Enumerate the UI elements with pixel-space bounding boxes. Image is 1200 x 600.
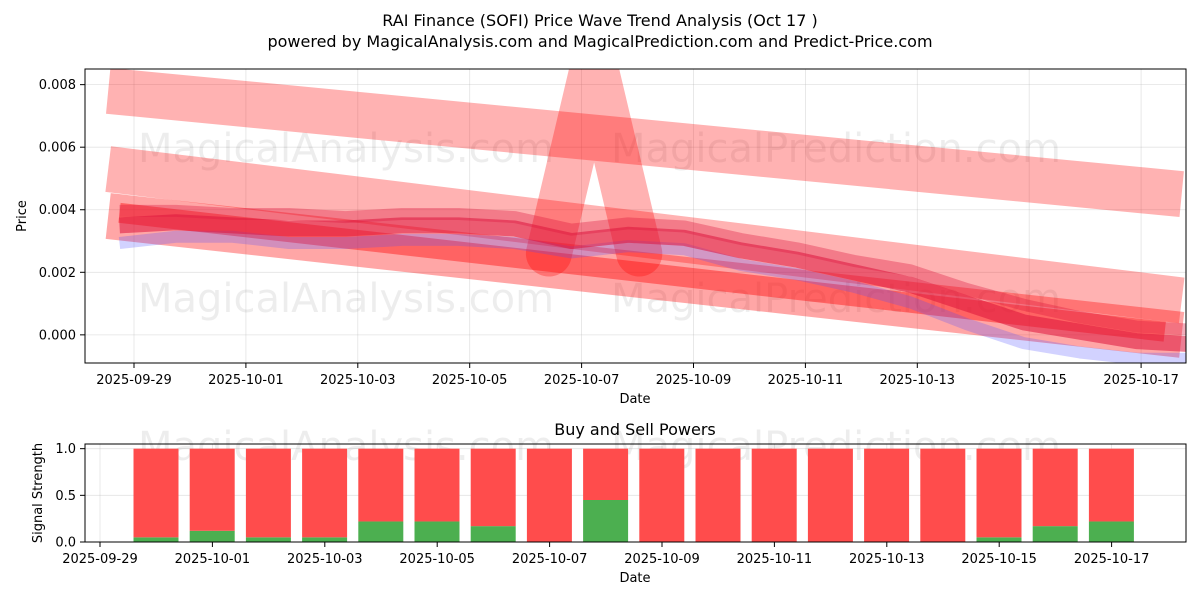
signal-x-tick-label: 2025-10-15 <box>961 552 1037 567</box>
buy-bar <box>302 537 348 542</box>
watermark-text: MagicalAnalysis.com <box>138 126 554 172</box>
price-wave-upper <box>119 204 1186 336</box>
sell-bar <box>1088 448 1134 522</box>
sell-bar <box>245 448 291 538</box>
signal-x-tick-label: 2025-10-11 <box>737 552 813 567</box>
price-y-tick-label: 0.004 <box>39 203 76 218</box>
signal-axes-frame <box>84 443 1187 543</box>
chart-title: RAI Finance (SOFI) Price Wave Trend Anal… <box>382 11 817 30</box>
price-y-tick-label: 0.008 <box>39 78 76 93</box>
price-y-axis-label: Price <box>15 200 30 232</box>
price-chart: MagicalAnalysis.com MagicalPrediction.co… <box>15 68 1187 407</box>
sell-bar <box>807 448 853 542</box>
price-plot-content <box>105 69 1186 363</box>
signal-y-tick-label: 0.5 <box>55 489 76 504</box>
price-x-tick-label: 2025-10-03 <box>320 373 396 388</box>
signal-x-tick-label: 2025-10-13 <box>849 552 925 567</box>
chart-subtitle: powered by MagicalAnalysis.com and Magic… <box>267 32 932 51</box>
signal-x-tick-label: 2025-10-01 <box>175 552 251 567</box>
sell-bar <box>470 448 516 527</box>
sell-bar <box>526 448 572 542</box>
signal-chart: Buy and Sell Powers MagicalAnalysis.com … <box>31 420 1187 586</box>
buy-bar <box>470 526 516 542</box>
sell-bar <box>864 448 910 542</box>
signal-x-tick-label: 2025-10-03 <box>287 552 363 567</box>
price-y-tick-label: 0.002 <box>39 266 76 281</box>
buy-bar <box>133 537 179 542</box>
watermark-text: MagicalAnalysis.com <box>138 276 554 322</box>
price-x-tick-label: 2025-10-09 <box>656 373 732 388</box>
sell-bar <box>133 448 179 538</box>
signal-x-tick-label: 2025-09-29 <box>62 552 138 567</box>
price-watermarks: MagicalAnalysis.com MagicalPrediction.co… <box>138 126 1061 322</box>
price-y-tick-label: 0.000 <box>39 328 76 343</box>
sell-bar <box>976 448 1022 538</box>
signal-x-axis-label: Date <box>619 571 650 586</box>
buy-bar <box>1032 526 1078 542</box>
buy-bar <box>358 521 404 542</box>
buy-bar <box>189 530 235 542</box>
signal-y-tick-label: 0.0 <box>55 536 76 551</box>
price-y-tick-label: 0.006 <box>39 141 76 156</box>
signal-chart-title: Buy and Sell Powers <box>554 420 716 439</box>
price-x-tick-label: 2025-10-15 <box>991 373 1067 388</box>
price-x-axis-label: Date <box>619 392 650 407</box>
signal-y-tick-label: 1.0 <box>55 442 76 457</box>
sell-bar <box>751 448 797 542</box>
buy-bar <box>245 537 291 542</box>
price-grid <box>85 69 1186 363</box>
price-x-tick-label: 2025-10-17 <box>1103 373 1179 388</box>
price-axes-frame <box>84 68 1187 364</box>
price-wave-lower <box>118 230 1186 363</box>
sell-bar <box>920 448 966 542</box>
signal-bars <box>133 448 1134 542</box>
sell-bar <box>189 448 235 531</box>
buy-bar <box>976 537 1022 542</box>
signal-y-ticks: 0.0 0.5 1.0 <box>55 442 85 551</box>
signal-x-tick-label: 2025-10-07 <box>512 552 588 567</box>
price-x-tick-label: 2025-09-29 <box>96 373 172 388</box>
buy-bar <box>583 500 629 542</box>
price-y-ticks: 0.000 0.002 0.004 0.006 0.008 <box>39 78 85 343</box>
price-x-tick-label: 2025-10-05 <box>432 373 508 388</box>
signal-x-tick-label: 2025-10-17 <box>1074 552 1150 567</box>
signal-y-axis-label: Signal Strength <box>31 443 46 543</box>
sell-bar <box>1032 448 1078 527</box>
price-x-tick-label: 2025-10-13 <box>880 373 956 388</box>
price-x-ticks: 2025-09-29 2025-10-01 2025-10-03 2025-10-05… <box>96 363 1179 388</box>
signal-x-tick-label: 2025-10-09 <box>624 552 700 567</box>
signal-x-tick-label: 2025-10-05 <box>399 552 475 567</box>
sell-bar <box>583 448 629 500</box>
sell-bar <box>414 448 460 522</box>
forecast-spike <box>525 69 663 277</box>
sell-bar <box>358 448 404 522</box>
buy-bar <box>414 521 460 542</box>
signal-x-ticks: 2025-09-29 2025-10-01 2025-10-03 2025-10-05… <box>62 542 1149 567</box>
upper-trend-band <box>105 69 1184 218</box>
sell-bar <box>695 448 741 542</box>
buy-bar <box>1088 521 1134 542</box>
price-wave-center <box>119 214 1186 352</box>
sell-bar <box>302 448 348 538</box>
price-x-tick-label: 2025-10-11 <box>768 373 844 388</box>
watermark-text: MagicalPrediction.com <box>611 126 1061 172</box>
price-x-tick-label: 2025-10-07 <box>544 373 620 388</box>
price-x-tick-label: 2025-10-01 <box>208 373 284 388</box>
sell-bar <box>639 448 685 542</box>
